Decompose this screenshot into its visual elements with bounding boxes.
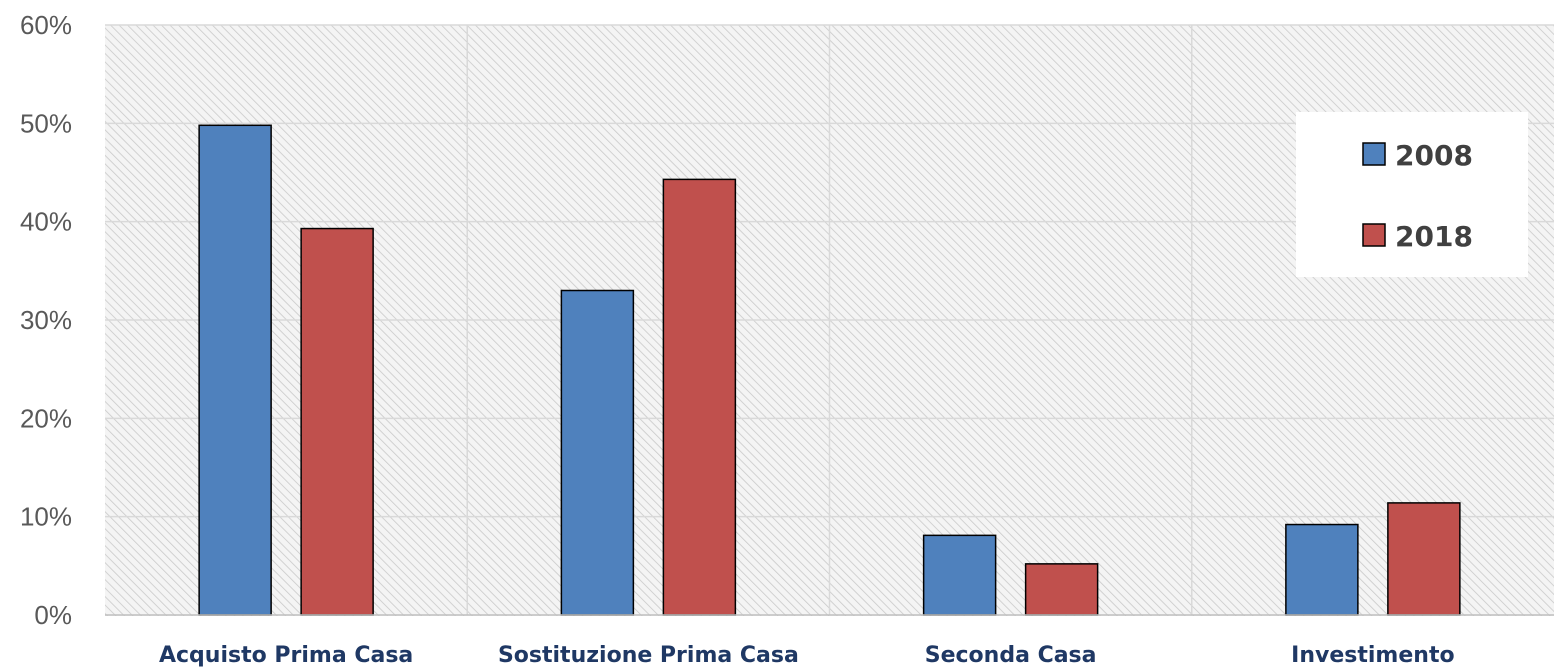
x-tick-label: Investimento bbox=[1291, 643, 1454, 668]
y-tick-label: 50% bbox=[20, 108, 72, 138]
y-tick-label: 60% bbox=[20, 10, 72, 40]
x-tick-label: Seconda Casa bbox=[925, 643, 1097, 668]
y-tick-label: 40% bbox=[20, 207, 72, 237]
bars bbox=[198, 124, 1461, 616]
legend-label-2018: 2018 bbox=[1395, 220, 1473, 253]
bar-2018-1 bbox=[662, 178, 737, 616]
bar-2018-0 bbox=[300, 227, 374, 616]
bar-2018-2 bbox=[1024, 563, 1099, 616]
y-axis: 0% 10% 20% 30% 40% 50% 60% bbox=[20, 10, 72, 630]
bar-2008-0 bbox=[198, 124, 272, 616]
legend-label-2008: 2008 bbox=[1395, 139, 1473, 172]
bar-2008-3 bbox=[1285, 523, 1359, 616]
bar-2018-3 bbox=[1387, 502, 1461, 616]
y-tick-label: 10% bbox=[20, 502, 72, 532]
y-tick-label: 0% bbox=[34, 600, 72, 630]
x-axis: Acquisto Prima Casa Sostituzione Prima Ca… bbox=[159, 643, 1455, 668]
legend-box bbox=[1296, 112, 1528, 277]
x-tick-label: Acquisto Prima Casa bbox=[159, 643, 413, 668]
y-tick-label: 30% bbox=[20, 305, 72, 335]
y-tick-label: 20% bbox=[20, 403, 72, 433]
bar-2008-1 bbox=[560, 289, 635, 616]
legend-swatch-2008 bbox=[1362, 142, 1386, 166]
x-tick-label: Sostituzione Prima Casa bbox=[498, 643, 799, 668]
legend-swatch-2018 bbox=[1362, 223, 1386, 247]
legend: 2008 2018 bbox=[1296, 112, 1528, 277]
bar-2008-2 bbox=[922, 534, 997, 616]
